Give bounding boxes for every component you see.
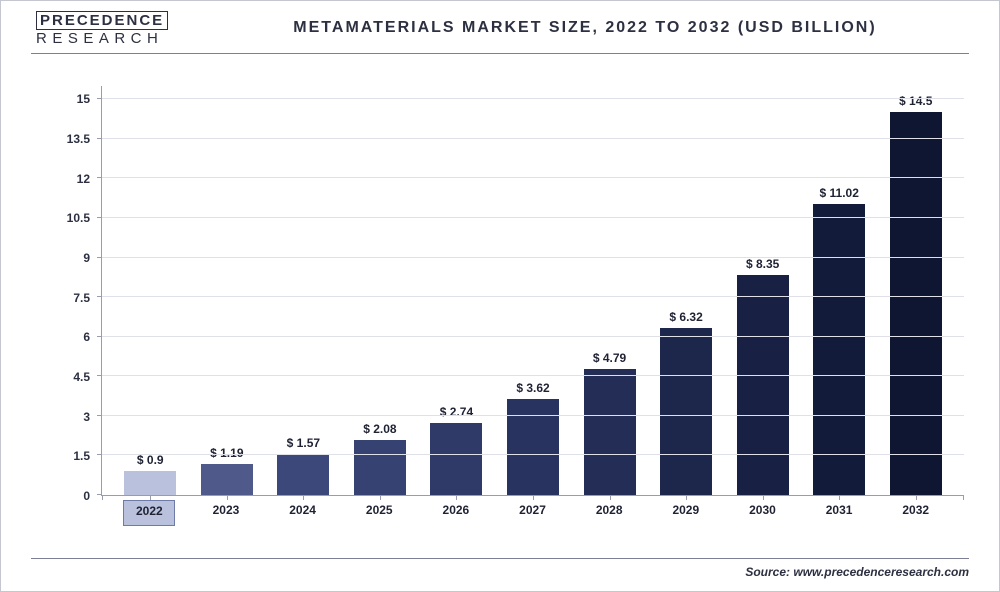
x-category-label: 2032 (890, 500, 942, 526)
bar-wrap: $ 3.62 (495, 86, 572, 495)
x-category-label: 2024 (277, 500, 329, 526)
x-category-label: 2027 (506, 500, 558, 526)
chart-title: METAMATERIALS MARKET SIZE, 2022 TO 2032 … (201, 19, 969, 37)
bar-value-label: $ 14.5 (899, 94, 932, 108)
bar: $ 2.74 (430, 423, 482, 495)
bar: $ 0.9 (124, 471, 176, 495)
y-tick-label: 15 (61, 92, 96, 106)
x-category-label: 2025 (353, 500, 405, 526)
y-tick-label: 0 (61, 489, 96, 503)
bar: $ 3.62 (507, 399, 559, 495)
x-label-box: 2025 (341, 500, 418, 526)
bar-wrap: $ 1.57 (265, 86, 342, 495)
y-tick-label: 13.5 (61, 132, 96, 146)
x-category-label: 2028 (583, 500, 635, 526)
y-tick-mark (97, 217, 102, 218)
logo-bottom-text: RESEARCH (36, 31, 166, 46)
x-axis-labels: 2022 2023 2024 2025 2026 2027 2028 2029 2030 2031… (101, 500, 964, 526)
y-tick-mark (97, 375, 102, 376)
bar: $ 8.35 (737, 275, 789, 495)
gridline (102, 257, 964, 258)
bar-value-label: $ 4.79 (593, 351, 626, 365)
x-category-label: 2023 (200, 500, 252, 526)
gridline (102, 336, 964, 337)
y-tick-mark (97, 415, 102, 416)
x-label-box: 2022 (111, 500, 188, 526)
footer-rule (31, 558, 969, 559)
bar-value-label: $ 1.19 (210, 446, 243, 460)
y-tick-mark (97, 454, 102, 455)
bar-value-label: $ 2.74 (440, 405, 473, 419)
y-tick-mark (97, 494, 102, 495)
bar-value-label: $ 8.35 (746, 257, 779, 271)
y-tick-mark (97, 257, 102, 258)
bar-wrap: $ 4.79 (571, 86, 648, 495)
gridline (102, 454, 964, 455)
bar-wrap: $ 6.32 (648, 86, 725, 495)
y-tick-mark (97, 98, 102, 99)
x-category-label: 2022 (123, 500, 175, 526)
x-label-box: 2026 (418, 500, 495, 526)
y-tick-label: 3 (61, 410, 96, 424)
y-tick-mark (97, 138, 102, 139)
gridline (102, 296, 964, 297)
x-category-label: 2029 (660, 500, 712, 526)
bar-wrap: $ 1.19 (189, 86, 266, 495)
x-label-box: 2031 (801, 500, 878, 526)
logo-top-text: PRECEDENCE (36, 11, 168, 30)
x-category-label: 2026 (430, 500, 482, 526)
y-tick-label: 9 (61, 251, 96, 265)
gridline (102, 177, 964, 178)
bar: $ 1.19 (201, 464, 253, 495)
bar-wrap: $ 2.08 (342, 86, 419, 495)
y-tick-label: 12 (61, 172, 96, 186)
bar-value-label: $ 6.32 (669, 310, 702, 324)
y-tick-label: 10.5 (61, 211, 96, 225)
bars-group: $ 0.9 $ 1.19 $ 1.57 $ 2.08 $ 2.74 $ 3.62 $ 4.7… (102, 86, 964, 495)
x-category-label: 2031 (813, 500, 865, 526)
x-label-box: 2024 (264, 500, 341, 526)
source-text: Source: www.precedenceresearch.com (745, 565, 969, 579)
y-tick-mark (97, 177, 102, 178)
bar-wrap: $ 8.35 (724, 86, 801, 495)
y-tick-mark (97, 336, 102, 337)
bar: $ 6.32 (660, 328, 712, 495)
x-label-box: 2023 (188, 500, 265, 526)
bar-wrap: $ 14.5 (877, 86, 954, 495)
gridline (102, 138, 964, 139)
bar-wrap: $ 11.02 (801, 86, 878, 495)
bar: $ 1.57 (277, 454, 329, 495)
bar-wrap: $ 0.9 (112, 86, 189, 495)
logo: PRECEDENCE RESEARCH (36, 11, 166, 46)
y-tick-label: 7.5 (61, 291, 96, 305)
x-label-box: 2029 (647, 500, 724, 526)
gridline (102, 217, 964, 218)
x-label-box: 2030 (724, 500, 801, 526)
chart-area: $ 0.9 $ 1.19 $ 1.57 $ 2.08 $ 2.74 $ 3.62 $ 4.7… (61, 86, 964, 526)
bar-wrap: $ 2.74 (418, 86, 495, 495)
title-rule (31, 53, 969, 54)
gridline (102, 375, 964, 376)
bar-value-label: $ 11.02 (820, 186, 859, 200)
x-label-box: 2028 (571, 500, 648, 526)
plot-area: $ 0.9 $ 1.19 $ 1.57 $ 2.08 $ 2.74 $ 3.62 $ 4.7… (101, 86, 964, 496)
y-tick-label: 4.5 (61, 370, 96, 384)
y-tick-mark (97, 296, 102, 297)
chart-container: PRECEDENCE RESEARCH METAMATERIALS MARKET… (0, 0, 1000, 592)
x-label-box: 2032 (877, 500, 954, 526)
y-tick-label: 6 (61, 330, 96, 344)
bar: $ 14.5 (890, 112, 942, 495)
bar: $ 2.08 (354, 440, 406, 495)
x-label-box: 2027 (494, 500, 571, 526)
gridline (102, 98, 964, 99)
bar: $ 4.79 (584, 369, 636, 495)
y-tick-label: 1.5 (61, 449, 96, 463)
bar: $ 11.02 (813, 204, 865, 495)
bar-value-label: $ 1.57 (287, 436, 320, 450)
bar-value-label: $ 2.08 (363, 422, 396, 436)
gridline (102, 415, 964, 416)
bar-value-label: $ 3.62 (516, 381, 549, 395)
x-category-label: 2030 (736, 500, 788, 526)
